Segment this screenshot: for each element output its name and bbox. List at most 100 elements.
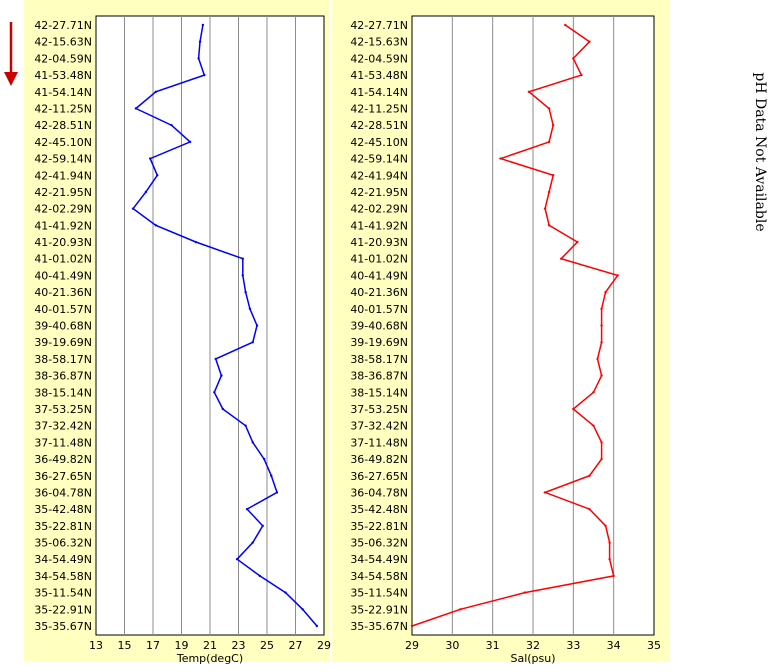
temp-y-tick-label: 41-53.48N bbox=[34, 69, 92, 82]
temp-y-tick-label: 35-06.32N bbox=[34, 537, 92, 550]
salinity-panel: 29 30 31 32 33 34 35 42-27.71N 42-15.63N 42-04.59… bbox=[332, 0, 670, 665]
temp-data-point bbox=[170, 123, 173, 127]
temp-data-point bbox=[213, 391, 216, 394]
temp-y-tick-label: 38-15.14N bbox=[34, 386, 92, 399]
sal-data-point bbox=[560, 257, 563, 260]
down-arrow-icon bbox=[4, 22, 18, 86]
temp-y-tick-label: 36-49.82N bbox=[34, 453, 92, 466]
sal-y-tick-label: 36-49.82N bbox=[350, 453, 408, 466]
sal-y-tick-label: 42-02.29N bbox=[350, 203, 408, 216]
sal-data-point bbox=[410, 624, 414, 628]
ph-unavailable-note: pH Data Not Available bbox=[752, 72, 768, 231]
sal-y-tick-label: 40-41.49N bbox=[350, 269, 408, 282]
sal-data-point bbox=[499, 157, 502, 160]
sal-data-point bbox=[588, 507, 591, 511]
sal-data-point bbox=[600, 307, 603, 311]
temp-x-tick-label: 23 bbox=[232, 639, 246, 652]
temp-data-point bbox=[188, 140, 192, 144]
temp-data-point bbox=[201, 23, 205, 27]
temp-y-tick-label: 37-53.25N bbox=[34, 403, 92, 416]
temp-y-tick-label: 37-11.48N bbox=[34, 436, 92, 449]
temp-y-tick-label: 42-04.59N bbox=[34, 52, 92, 65]
sal-y-tick-label: 36-27.65N bbox=[350, 470, 408, 483]
sal-data-point bbox=[612, 574, 615, 578]
sal-y-tick-label: 41-01.02N bbox=[350, 253, 408, 266]
temp-data-point bbox=[255, 324, 259, 327]
sal-y-tick-label: 35-06.32N bbox=[350, 537, 408, 550]
temp-data-point bbox=[251, 541, 254, 544]
sal-data-point bbox=[543, 491, 547, 494]
temp-y-tick-label: 34-54.49N bbox=[34, 553, 92, 566]
sal-y-tick-label: 40-21.36N bbox=[350, 286, 408, 299]
sal-y-tick-label: 37-32.42N bbox=[350, 420, 408, 433]
sal-data-point bbox=[547, 107, 551, 110]
temp-y-tick-label: 41-01.02N bbox=[34, 253, 92, 266]
temp-data-point bbox=[197, 57, 200, 60]
temp-data-point bbox=[301, 608, 304, 611]
sal-data-point bbox=[523, 591, 527, 594]
temp-y-tick-label: 42-27.71N bbox=[34, 19, 92, 32]
sal-data-point bbox=[616, 274, 619, 277]
temp-data-point bbox=[248, 307, 252, 311]
temp-data-point bbox=[221, 407, 225, 411]
temp-data-point bbox=[245, 507, 249, 511]
temp-data-point bbox=[156, 174, 159, 177]
temp-y-tick-label: 42-11.25N bbox=[34, 102, 92, 115]
sal-data-point bbox=[600, 340, 603, 344]
temp-data-point bbox=[134, 107, 138, 110]
temp-data-point bbox=[244, 424, 247, 427]
temp-data-point bbox=[315, 624, 319, 628]
temp-data-point bbox=[251, 441, 254, 444]
sal-data-point bbox=[572, 57, 575, 60]
temp-x-tick-label: 13 bbox=[89, 639, 103, 652]
sal-data-point bbox=[543, 207, 547, 210]
temp-y-tick-label: 34-54.58N bbox=[34, 570, 92, 583]
temp-data-point bbox=[241, 257, 244, 260]
sal-data-point bbox=[604, 290, 607, 294]
temp-y-tick-label: 37-32.42N bbox=[34, 420, 92, 433]
sal-y-tick-label: 40-01.57N bbox=[350, 303, 408, 316]
sal-data-point bbox=[592, 424, 595, 427]
sal-y-tick-label: 41-20.93N bbox=[350, 236, 408, 249]
temp-y-tick-label: 39-19.69N bbox=[34, 336, 92, 349]
temp-x-axis-title: Temp(degC) bbox=[176, 652, 243, 665]
sal-data-point bbox=[547, 140, 551, 144]
temp-data-point bbox=[241, 274, 244, 277]
temp-x-tick-label: 17 bbox=[146, 639, 160, 652]
sal-y-tick-label: 39-40.68N bbox=[350, 320, 408, 333]
sal-data-point bbox=[600, 457, 603, 461]
temp-y-tick-label: 42-28.51N bbox=[34, 119, 92, 132]
sal-y-tick-label: 37-11.48N bbox=[350, 436, 408, 449]
temp-data-point bbox=[154, 90, 158, 93]
sal-y-tick-label: 42-45.10N bbox=[350, 136, 408, 149]
sal-y-tick-label: 42-27.71N bbox=[350, 19, 408, 32]
sal-y-tick-label: 35-22.81N bbox=[350, 520, 408, 533]
temp-data-point bbox=[270, 474, 273, 477]
temp-y-tick-label: 35-35.67N bbox=[34, 620, 92, 633]
temp-x-tick-label: 29 bbox=[317, 639, 331, 652]
temp-data-point bbox=[262, 457, 266, 461]
temp-y-tick-label: 42-02.29N bbox=[34, 203, 92, 216]
sal-y-tick-label: 42-59.14N bbox=[350, 153, 408, 166]
sal-y-tick-label: 42-04.59N bbox=[350, 52, 408, 65]
sal-data-point bbox=[564, 23, 567, 27]
temp-y-tick-label: 38-36.87N bbox=[34, 370, 92, 383]
temp-y-tick-label: 41-41.92N bbox=[34, 219, 92, 232]
sal-x-tick-label: 35 bbox=[647, 639, 661, 652]
sal-y-tick-label: 39-19.69N bbox=[350, 336, 408, 349]
temp-y-tick-label: 36-04.78N bbox=[34, 486, 92, 499]
temp-y-tick-label: 36-27.65N bbox=[34, 470, 92, 483]
sal-data-point bbox=[572, 407, 575, 411]
temp-y-tick-label: 41-54.14N bbox=[34, 86, 92, 99]
temp-data-point bbox=[284, 591, 287, 594]
temp-data-point bbox=[261, 524, 264, 528]
sal-y-tick-label: 42-21.95N bbox=[350, 186, 408, 199]
temp-y-tick-label: 40-01.57N bbox=[34, 303, 92, 316]
sal-data-point bbox=[600, 441, 603, 444]
temp-y-tick-label: 40-41.49N bbox=[34, 269, 92, 282]
sal-data-point bbox=[608, 541, 611, 544]
sal-y-tick-label: 35-11.54N bbox=[350, 587, 408, 600]
sal-y-tick-label: 38-15.14N bbox=[350, 386, 408, 399]
temp-data-point bbox=[198, 40, 202, 43]
